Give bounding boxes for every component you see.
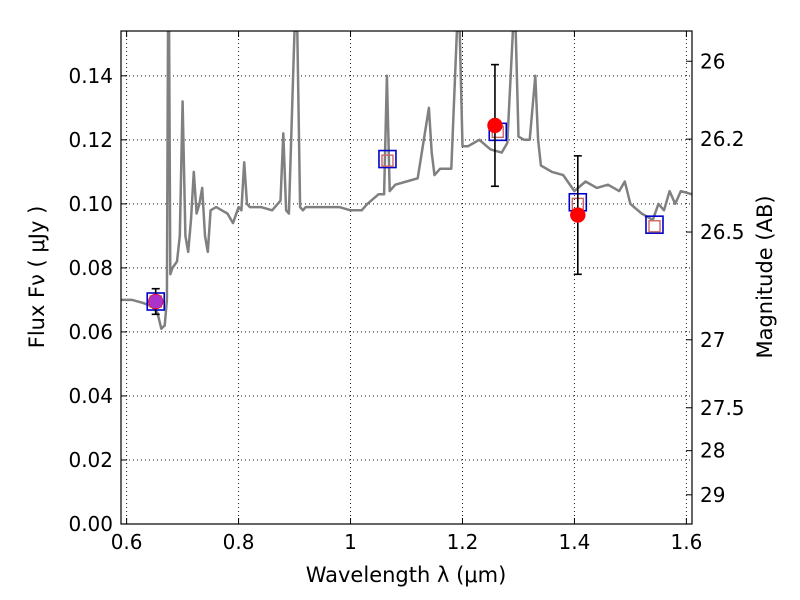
observed-flux-point xyxy=(487,117,503,134)
right-tick-label: 29 xyxy=(700,483,725,507)
right-tick-label: 26.5 xyxy=(700,220,745,244)
y-tick-label: 0.14 xyxy=(68,64,113,88)
y-tick-label: 0.10 xyxy=(68,192,113,216)
model-photometry-inner-square xyxy=(648,220,661,233)
y-tick-label: 0.12 xyxy=(68,128,113,152)
model-photometry-inner-square xyxy=(381,154,394,167)
grid-lines xyxy=(121,31,692,525)
observed-flux-point xyxy=(570,207,586,223)
y-tick-label: 0.06 xyxy=(68,320,113,344)
axis-ticks: 0.6 0.8 1 1.2 1.4 1.6 0.00 0.02 0.04 0.06 0.08 0.10… xyxy=(68,31,745,554)
y-tick-label: 0.00 xyxy=(68,512,113,536)
x-tick-label: 0.6 xyxy=(111,530,143,554)
x-tick-label: 1.2 xyxy=(447,530,479,554)
series-group xyxy=(121,31,692,330)
y-axis-title: Flux Fν ( μJy ) xyxy=(25,206,49,349)
y-tick-label: 0.08 xyxy=(68,256,113,280)
right-tick-label: 27.5 xyxy=(700,396,745,420)
plot-area xyxy=(121,31,692,330)
y-axis-right-title: Magnitude (AB) xyxy=(753,195,777,358)
model-spectrum-line xyxy=(121,31,692,330)
right-tick-label: 26.2 xyxy=(700,127,745,151)
x-tick-label: 1 xyxy=(344,530,357,554)
model-photometry-square xyxy=(645,215,664,234)
x-tick-label: 1.4 xyxy=(559,530,591,554)
model-photometry-square xyxy=(378,149,397,169)
plot-frame xyxy=(120,30,693,525)
x-axis-title: Wavelength λ (μm) xyxy=(306,563,507,587)
observed-flux-point-purple xyxy=(148,294,163,309)
y-tick-label: 0.04 xyxy=(68,384,113,408)
x-tick-label: 1.6 xyxy=(670,530,702,554)
y-tick-label: 0.02 xyxy=(68,448,113,472)
x-tick-label: 0.8 xyxy=(223,530,255,554)
right-tick-label: 26 xyxy=(700,49,725,73)
right-tick-label: 27 xyxy=(700,328,725,352)
right-tick-label: 28 xyxy=(700,439,725,463)
